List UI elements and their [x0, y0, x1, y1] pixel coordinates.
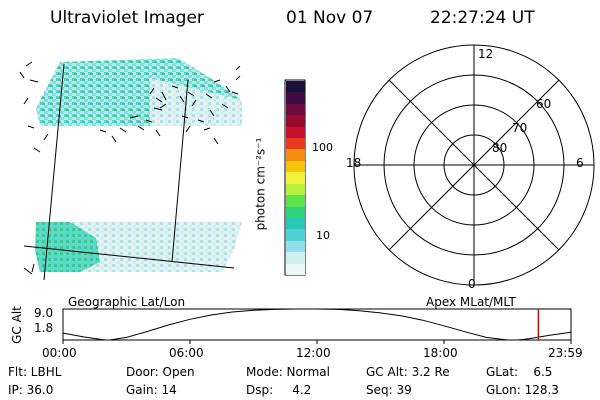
colorbar-swatch — [286, 126, 305, 139]
info-flt: Flt: LBHL — [8, 365, 62, 379]
altitude-tick-1.8: 1.8 — [34, 321, 54, 335]
colorbar-swatch — [286, 149, 305, 162]
colorbar-swatch — [286, 183, 305, 196]
colorbar-swatch — [286, 206, 305, 219]
map-grid-lines — [23, 63, 235, 281]
time-tick-0600: 06:00 — [169, 346, 204, 360]
altitude-curve — [62, 308, 572, 341]
aurora-top-band — [36, 58, 242, 126]
colorbar-tick-100: 100 — [312, 141, 333, 154]
polar-label-18: 18 — [346, 156, 362, 170]
colorbar-swatch — [286, 92, 305, 105]
aurora-bottom-band — [35, 222, 242, 272]
colorbar-swatch — [286, 138, 305, 150]
polar-ring-label-80: 80 — [492, 141, 508, 155]
altitude-plot — [62, 308, 572, 344]
colorbar-swatch — [286, 160, 305, 173]
time-tick-1200: 12:00 — [296, 346, 331, 360]
geographic-label: Geographic Lat/Lon — [68, 295, 186, 309]
info-gc-alt: GC Alt: 3.2 Re — [366, 365, 450, 379]
polar-dial — [353, 44, 595, 286]
colorbar-tick-10: 10 — [316, 229, 330, 242]
colorbar-swatch — [286, 195, 305, 208]
altitude-axis-label: GC Alt — [9, 306, 24, 344]
info-seq: Seq: 39 — [366, 383, 412, 397]
info-glat: GLat: 6.5 — [486, 365, 553, 379]
polar-ring-label-70: 70 — [512, 121, 528, 135]
colorbar-swatch — [286, 240, 305, 253]
polar-label-12: 12 — [478, 47, 494, 61]
altitude-tick-9: 9.0 — [34, 306, 54, 320]
info-dsp: Dsp: 4.2 — [246, 383, 312, 397]
info-ip: IP: 36.0 — [8, 383, 54, 397]
time-tick-2359: 23:59 — [548, 346, 583, 360]
polar-label-0: 0 — [468, 277, 476, 291]
time-tick-0000: 00:00 — [42, 346, 77, 360]
colorbar-swatch — [286, 172, 305, 185]
colorbar-swatch — [286, 217, 305, 230]
polar-label-6: 6 — [576, 156, 584, 170]
colorbar-swatch — [286, 81, 305, 93]
colorbar-swatch — [286, 229, 305, 242]
colorbar-swatch — [286, 263, 305, 276]
map-grid-fragments — [19, 61, 241, 275]
colorbar-label: photon cm⁻²s⁻¹ — [253, 137, 268, 231]
colorbar-swatch — [286, 252, 305, 265]
apex-label: Apex MLat/MLT — [426, 295, 516, 309]
polar-ring-label-60: 60 — [536, 97, 552, 111]
time-tick-1800: 18:00 — [423, 346, 458, 360]
time-label: 22:27:24 UT — [430, 8, 535, 28]
colorbar-swatch — [286, 103, 305, 116]
info-door: Door: Open — [126, 365, 195, 379]
colorbar-swatches — [286, 81, 305, 276]
info-mode: Mode: Normal — [246, 365, 330, 379]
colorbar-swatch — [286, 115, 305, 128]
info-glon: GLon: 128.3 — [486, 383, 559, 397]
app-title: Ultraviolet Imager — [50, 8, 204, 28]
date-label: 01 Nov 07 — [286, 8, 374, 28]
info-gain: Gain: 14 — [126, 383, 177, 397]
